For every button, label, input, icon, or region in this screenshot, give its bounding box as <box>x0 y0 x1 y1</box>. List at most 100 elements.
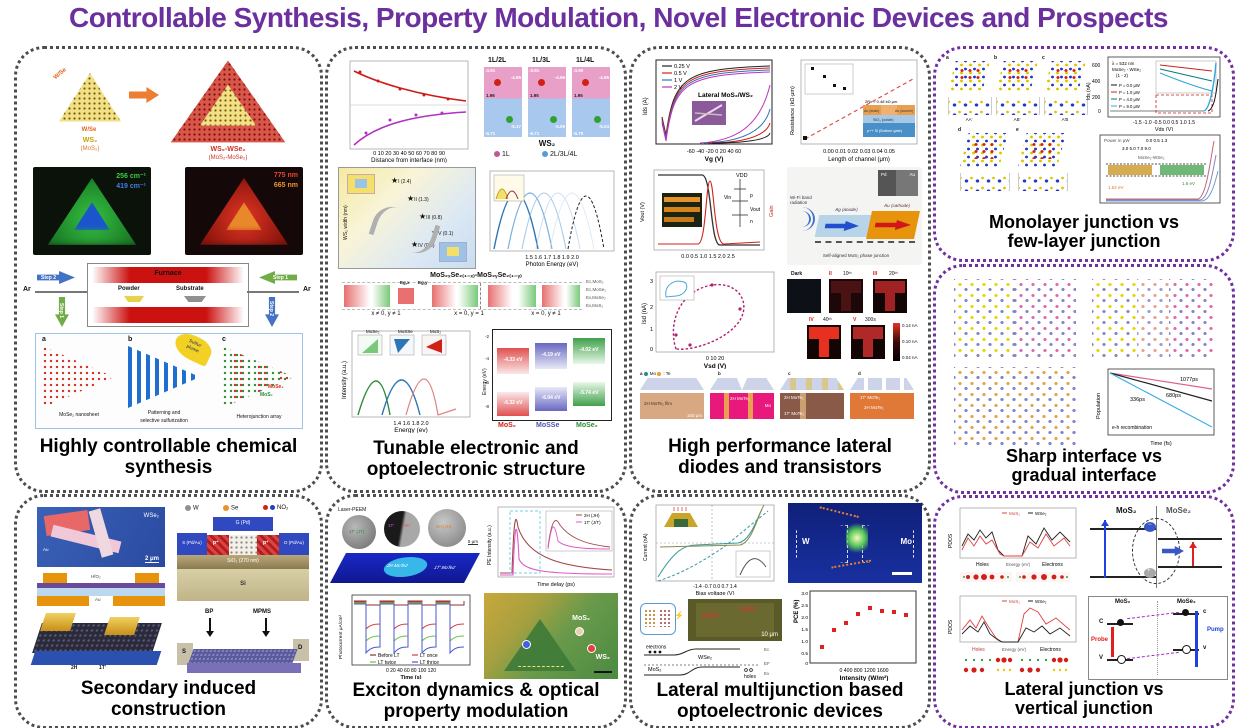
stars-ylabel: WS₂ width (nm) <box>343 205 349 240</box>
ytick: 600 <box>1092 63 1101 69</box>
star-label: II (1.3) <box>414 197 429 203</box>
vj-mose2-label: MoSe₂ <box>1166 506 1191 515</box>
panel-exciton: Laser-PEEM 1T' (JT) 1T' 2H 2H (JH) 5 μm … <box>325 494 627 728</box>
scatter-trace-2 <box>831 559 873 579</box>
substrate-label: Substrate <box>176 286 204 292</box>
panel-diodes: 0.25 V 0.5 V 1 V 2 V Lateral MoS₂/WS₂ -6… <box>629 46 931 493</box>
small-crystal-name: WS₂ <box>82 137 98 144</box>
energy-value: -3.91 <box>529 68 540 73</box>
no2-legend: NO₂ <box>263 505 288 511</box>
pce-ytick: 0 <box>805 661 808 667</box>
color-scale-bar <box>893 323 900 361</box>
w-dot <box>185 505 191 511</box>
open-dot-v <box>1117 655 1126 664</box>
substrate-slab <box>30 651 162 665</box>
inset-crystal-1 <box>347 174 375 194</box>
au-cathode-slab: Au (cathode) <box>866 203 920 239</box>
inverter-chart: 2 μm VDD Vin Vout p n Vout (V) Gain 0.0 … <box>640 169 775 260</box>
energy-value: -5.71 <box>529 131 540 136</box>
large-crystal-alt: (MoS₂-MoSe₂) <box>208 155 248 161</box>
inv-ylabel: Vout (V) <box>640 202 646 222</box>
energy-value: -5.09 <box>554 124 565 129</box>
wifi-label: Wi-Fi band radiation <box>790 195 812 205</box>
wse-arrow-label: W/Se <box>52 66 68 82</box>
sp1-label: 1T' (JT) <box>349 529 365 534</box>
legend-025v: 0.25 V <box>674 64 690 70</box>
optical-image-2: 2H MoTe₂ Mo <box>710 393 774 419</box>
lattice-e <box>1018 133 1066 167</box>
legend-1l-label: 1L <box>502 151 510 158</box>
source-pdau: S (Pd/Au) <box>177 533 207 555</box>
electron-dot <box>582 79 589 86</box>
energy-value: 1.95 <box>530 93 539 98</box>
tri2-label: MoSSe <box>398 329 413 334</box>
cycles-20: 20ᵗʰ <box>889 271 898 277</box>
pce-ytick: 3.0 <box>801 591 808 597</box>
t-image-20 <box>873 279 907 313</box>
panel-tunable: 0 10 20 30 40 50 60 70 80 90 Distance fr… <box>325 46 627 493</box>
pdos-ylabel: PDOS <box>948 533 954 548</box>
o-dot <box>270 505 275 510</box>
nanosheet-label: MoSe₂ nanosheet <box>59 412 99 418</box>
dev-gate-label: p++ Si (Bottom gate) <box>867 129 903 133</box>
hole-dot <box>506 116 513 123</box>
p-label: p <box>750 193 753 199</box>
ytick: -8 <box>485 404 490 409</box>
pp-mose2-label: MoSe₂ <box>1177 599 1196 605</box>
tandem-cell-figure: ⚡ Cell 2 Cell 1 10 μm <box>640 599 782 641</box>
photocurrent-map: W Mo <box>788 503 922 583</box>
sideview-e <box>1018 173 1068 191</box>
iv-note1: λ = 532 nm <box>1112 61 1135 66</box>
cb-mosse: -4.19 eV <box>535 343 567 369</box>
sem-inset: Pd Au <box>878 170 918 196</box>
heterojunction-triangle <box>222 346 294 408</box>
gradual-interface-lattice <box>1092 279 1214 359</box>
band-column-1: -3.91 -4.95 1.96 -5.17 -5.71 <box>484 67 522 137</box>
panel-lateral-vertical: MoS₂ WSe₂ Holes Energy (eV) Electrons PD… <box>933 495 1235 728</box>
optical-image-4: 1T' MoTe₂ 2H MoTe₂ <box>850 393 914 419</box>
cathode-label: Au (cathode) <box>883 203 911 208</box>
elevel-3: Ev,MoSe₂ <box>586 295 606 300</box>
step1-right-label: Step 1 <box>273 275 289 281</box>
wifi-arc <box>789 207 815 231</box>
power-row1: 0.0 0.5 1.3 <box>1146 138 1168 143</box>
pce-ytick: 2.0 <box>801 615 808 621</box>
p-plus-left: p⁺ <box>207 535 229 555</box>
tau-1077: 1077ps <box>1180 377 1198 383</box>
ws2-label: WS₂ <box>595 654 610 661</box>
scalebar <box>594 671 612 673</box>
lattice-c <box>1044 61 1086 91</box>
letter-b: b <box>994 55 998 61</box>
electron-circle: − <box>1144 522 1156 532</box>
sideview-a <box>948 97 992 115</box>
pl-orange-label: 665 nm <box>273 182 298 189</box>
caption-line-1: Lateral junction vs <box>1004 679 1164 699</box>
legend-1l: 1L <box>494 151 510 158</box>
composition-band-strip: MoS₂ₓSe₂₍₁₋ₓ₎-MoS₂ᵧSe₂₍₁₋ᵧ₎ Eg,x Eg,y Ec… <box>336 271 616 325</box>
d-label: D <box>298 645 303 651</box>
pe-ylabel: PE Intensity (a.u.) <box>487 525 493 565</box>
dev-oxide-label: SiO₂ (oxide) <box>873 118 894 122</box>
large-crystal-triangle <box>170 60 286 143</box>
pc-leg1: Before LT <box>378 653 400 659</box>
caption-line-1: Lateral multijunction based <box>656 680 904 701</box>
ytick: -4 <box>485 356 490 361</box>
band-seg <box>488 285 512 307</box>
wse-bottom-label: W/Se <box>81 127 97 133</box>
page-title: Controllable Synthesis, Property Modulat… <box>68 2 1169 33</box>
holes-label: Holes <box>976 562 989 568</box>
heterostructure-optical-image: MoS₂ WS₂ <box>484 593 618 679</box>
electron-dot <box>538 79 545 86</box>
region-1-label: x ≠ 0, y ≠ 1 <box>371 311 401 317</box>
ef-label: EF <box>764 661 770 666</box>
au-label: Au <box>909 172 915 177</box>
inner-rect <box>355 179 367 188</box>
pd-label: Pd <box>881 172 887 177</box>
cells-optical-image: Cell 2 Cell 1 10 μm <box>688 599 782 641</box>
atom-marker-1 <box>575 627 584 636</box>
region-3-label: x = 0, y ≠ 1 <box>531 311 561 317</box>
legend-234l-label: 2L/3L/4L <box>550 151 578 158</box>
panel-caption: Lateral multijunction based optoelectron… <box>632 680 928 722</box>
ar-left-label: Ar <box>23 286 31 293</box>
te-label: : Te <box>663 371 671 376</box>
